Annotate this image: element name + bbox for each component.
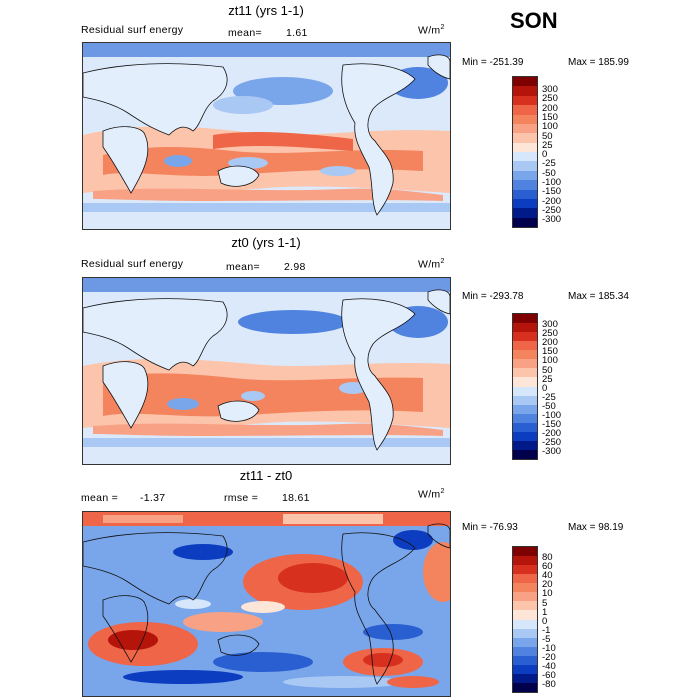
colorbar-tick: -50 bbox=[542, 400, 556, 412]
panel1-units: W/m2 bbox=[418, 24, 445, 37]
colorbar-tick: -1 bbox=[542, 624, 551, 636]
panel3-mean-label: mean = bbox=[81, 492, 119, 504]
colorbar-tick: -100 bbox=[542, 177, 562, 188]
colorbar-tick: 300 bbox=[542, 319, 558, 330]
panel1-min: Min = -251.39 bbox=[462, 57, 524, 68]
panel3-min: Min = -76.93 bbox=[462, 522, 518, 533]
colorbar-tick: -20 bbox=[542, 652, 556, 664]
colorbar-tick: 5 bbox=[542, 597, 548, 609]
colorbar-tick: 200 bbox=[542, 102, 558, 114]
panel3-rmse-value: 18.61 bbox=[282, 492, 310, 504]
colorbar-tick: 40 bbox=[542, 570, 553, 582]
colorbar-tick: 250 bbox=[542, 93, 558, 105]
panel2-field-label: Residual surf energy bbox=[81, 258, 184, 270]
colorbar-tick: 20 bbox=[542, 579, 553, 591]
panel3-rmse-label: rmse = bbox=[224, 492, 259, 504]
colorbar-tick: 60 bbox=[542, 561, 553, 573]
panel2-title: zt0 (yrs 1-1) bbox=[231, 235, 301, 250]
panel2-max: Max = 185.34 bbox=[568, 291, 629, 302]
colorbar-tick: -25 bbox=[542, 391, 556, 403]
colorbar-tick: 0 bbox=[542, 382, 548, 394]
colorbar-tick: 100 bbox=[542, 355, 558, 367]
panel3-units: W/m2 bbox=[418, 488, 445, 501]
panel1-title: zt11 (yrs 1-1) bbox=[228, 3, 304, 18]
colorbar-tick: 1 bbox=[542, 606, 548, 618]
colorbar-tick: 25 bbox=[542, 373, 553, 385]
colorbar-tick: 0 bbox=[542, 149, 548, 161]
colorbar-tick: -250 bbox=[542, 437, 562, 449]
season-label: SON bbox=[510, 8, 558, 33]
colorbar-tick: 200 bbox=[542, 337, 558, 349]
colorbar-tick: 10 bbox=[542, 588, 553, 600]
colorbar-tick: -200 bbox=[542, 428, 562, 440]
panel2-mean-value: 2.98 bbox=[284, 261, 306, 273]
panel1-field-label: Residual surf energy bbox=[81, 24, 184, 36]
colorbar-tick: -60 bbox=[542, 670, 556, 682]
panel1-mean-value: 1.61 bbox=[286, 27, 308, 39]
colorbar-tick: -300 bbox=[542, 446, 562, 458]
colorbar-tick: -5 bbox=[542, 633, 551, 645]
colorbar-tick: -10 bbox=[542, 643, 556, 654]
colorbar-tick: 300 bbox=[542, 84, 558, 95]
colorbar-tick: -300 bbox=[542, 214, 562, 226]
colorbar-tick: -100 bbox=[542, 410, 562, 421]
colorbar-tick: -50 bbox=[542, 167, 556, 179]
panel3-max: Max = 98.19 bbox=[568, 522, 624, 533]
colorbar-tick: 0 bbox=[542, 615, 548, 627]
colorbar-tick: 150 bbox=[542, 111, 558, 123]
panel2-mean-label: mean= bbox=[226, 261, 260, 273]
colorbar-tick: -200 bbox=[542, 195, 562, 207]
panel2-min: Min = -293.78 bbox=[462, 291, 524, 302]
panel3-mean-value: -1.37 bbox=[140, 492, 166, 504]
colorbar-tick: -80 bbox=[542, 679, 556, 691]
colorbar-tick: 150 bbox=[542, 346, 558, 358]
panel3-colorbar bbox=[512, 546, 538, 693]
colorbar-tick: 80 bbox=[542, 552, 553, 563]
colorbar-tick: 50 bbox=[542, 130, 553, 142]
colorbar-tick: 25 bbox=[542, 139, 553, 151]
colorbar-tick: -150 bbox=[542, 186, 562, 198]
colorbar-tick: -40 bbox=[542, 661, 556, 673]
colorbar-tick: 100 bbox=[542, 121, 558, 133]
colorbar-tick: -250 bbox=[542, 204, 562, 216]
panel1-max: Max = 185.99 bbox=[568, 57, 629, 68]
colorbar-tick: 50 bbox=[542, 364, 553, 376]
panel2-colorbar bbox=[512, 313, 538, 460]
colorbar-tick: 250 bbox=[542, 328, 558, 340]
panel3-map bbox=[82, 511, 451, 697]
panel1-map bbox=[82, 42, 451, 230]
panel3-title: zt11 - zt0 bbox=[239, 468, 293, 483]
panel2-map bbox=[82, 277, 451, 465]
colorbar-tick: -25 bbox=[542, 158, 556, 170]
panel2-units: W/m2 bbox=[418, 258, 445, 271]
colorbar-tick: -150 bbox=[542, 419, 562, 431]
panel1-colorbar bbox=[512, 76, 538, 228]
panel1-mean-label: mean= bbox=[228, 27, 262, 39]
